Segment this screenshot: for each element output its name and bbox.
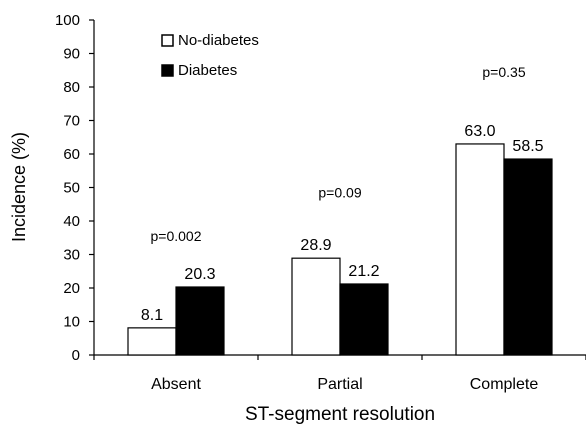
bar-no-diabetes <box>291 257 341 356</box>
y-tick-label: 50 <box>63 180 80 197</box>
y-tick-label: 40 <box>63 213 80 230</box>
x-axis-label: ST-segment resolution <box>245 404 435 425</box>
y-tick-label: 20 <box>63 280 80 297</box>
legend-label-no-diabetes: No-diabetes <box>178 32 259 49</box>
y-tick-label: 70 <box>63 113 80 130</box>
y-tick-label: 100 <box>55 12 80 29</box>
legend: No-diabetes Diabetes <box>161 32 259 79</box>
y-tick-label: 10 <box>63 314 80 331</box>
bars <box>127 143 553 356</box>
y-tick-label: 30 <box>63 247 80 264</box>
bar-no-diabetes <box>455 143 505 356</box>
p-value-annotation: p=0.002 <box>151 228 202 244</box>
y-tick-label: 90 <box>63 46 80 63</box>
legend-label-diabetes: Diabetes <box>178 62 237 79</box>
y-tick-label: 0 <box>72 347 80 364</box>
bar-value-label: 8.1 <box>141 307 163 324</box>
bar-value-label: 63.0 <box>464 123 495 140</box>
x-tick-label: Partial <box>317 376 362 393</box>
p-value-annotation: p=0.09 <box>318 185 361 201</box>
bar-diabetes <box>175 286 225 356</box>
y-axis-ticks: 0 10 20 30 40 50 60 70 80 90 100 <box>55 12 94 364</box>
bar-value-label: 20.3 <box>184 266 215 283</box>
bar-value-label: 28.9 <box>300 237 331 254</box>
y-tick-label: 60 <box>63 146 80 163</box>
bar-diabetes <box>339 283 389 356</box>
x-tick-label: Complete <box>470 376 539 393</box>
bar-value-label: 58.5 <box>512 138 543 155</box>
annotations: p=0.002 p=0.09 p=0.35 <box>151 64 526 244</box>
bar-value-label: 21.2 <box>348 263 379 280</box>
x-tick-label: Absent <box>151 376 201 393</box>
y-axis-label: Incidence (%) <box>9 132 29 242</box>
bar-no-diabetes <box>127 327 177 356</box>
y-tick-label: 80 <box>63 79 80 96</box>
legend-swatch-diabetes <box>161 64 174 77</box>
legend-swatch-no-diabetes <box>161 34 174 47</box>
x-axis-ticks: Absent Partial Complete <box>93 355 586 393</box>
data-labels: 8.1 20.3 28.9 21.2 63.0 58.5 <box>141 123 544 324</box>
bar-diabetes <box>503 158 553 356</box>
p-value-annotation: p=0.35 <box>482 64 525 80</box>
